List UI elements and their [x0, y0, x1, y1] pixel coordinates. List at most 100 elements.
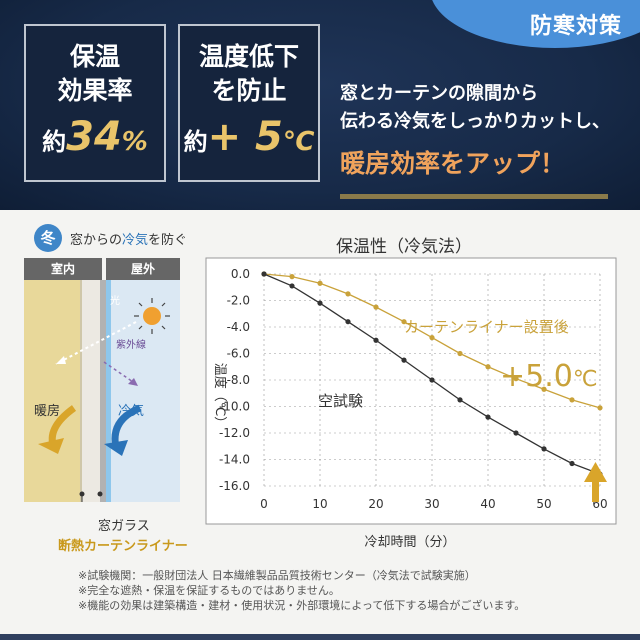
indoor-header: 室内: [24, 258, 102, 280]
y-tick-label: -10.0: [219, 400, 250, 414]
data-point: [401, 319, 407, 325]
footnote: ※完全な遮熱・保温を保証するものではありません。: [78, 584, 340, 597]
data-point: [345, 291, 351, 297]
data-point: [429, 335, 435, 341]
caption-blue: 冷気: [122, 233, 149, 248]
headline-line1: 窓とカーテンの隙間から: [340, 83, 538, 104]
data-point: [373, 304, 379, 310]
liner-pointer-dot: [79, 491, 85, 497]
badge-line1: 温度低下: [198, 42, 299, 71]
uv-ray-head: [128, 378, 138, 386]
data-point: [513, 376, 519, 382]
series-label-blank: 空試験: [318, 392, 363, 410]
y-tick-label: -8.0: [227, 373, 250, 387]
glass-layer: [100, 280, 106, 502]
sun-icon: [134, 298, 170, 334]
data-point: [289, 274, 295, 280]
bottom-rule: [0, 634, 640, 640]
y-axis-label: 温度（℃）: [212, 363, 228, 430]
badge-number: 34: [66, 114, 122, 160]
series-label-liner: カーテンライナー設置後: [404, 318, 569, 336]
season-caption: 窓からの冷気を防ぐ: [70, 229, 187, 248]
info-section: 冬 窓からの冷気を防ぐ 室内 屋外: [0, 210, 640, 640]
badge-value: 約34%: [26, 114, 164, 160]
outdoor-header: 屋外: [106, 258, 180, 280]
data-point: [569, 460, 575, 467]
cold-arrow-head: [104, 440, 128, 456]
headline-line2: 伝わる冷気をしっかりカットし、: [340, 111, 610, 132]
data-point: [513, 430, 519, 436]
y-tick-label: -4.0: [227, 320, 250, 334]
y-tick-label: -6.0: [227, 347, 250, 361]
badge-line2: 効果率: [57, 76, 133, 105]
glass-edge: [106, 280, 111, 502]
cold-air-label: 冷気: [118, 404, 145, 419]
data-point: [345, 319, 351, 325]
headline-highlight: 暖房効率をアップ！: [340, 149, 566, 178]
data-point: [317, 280, 323, 286]
indoor-zone: [24, 280, 80, 502]
footnotes: ※試験機関：一般財団法人 日本繊維製品品質技術センター（冷気法で試験実施） ※完…: [78, 568, 525, 613]
data-point: [317, 300, 323, 306]
heat-arrow-head: [38, 438, 64, 454]
season-badge: 冬: [34, 224, 62, 252]
annotation-value: +5.0: [500, 359, 573, 394]
liner-layer: [80, 280, 102, 502]
chart-title: 保温性（冷気法）: [336, 237, 472, 257]
badge-line2: を防止: [211, 76, 287, 105]
data-point: [541, 446, 547, 452]
data-point: [569, 397, 575, 403]
y-tick-label: 0.0: [231, 267, 250, 281]
x-tick-label: 0: [260, 497, 268, 511]
data-point: [261, 271, 267, 277]
insulation-rate-badge: 保温 効果率 約34%: [24, 24, 166, 182]
y-tick-label: -16.0: [219, 479, 250, 493]
x-tick-label: 30: [424, 497, 439, 511]
highlight-underline: [340, 194, 608, 199]
badge-unit: ℃: [282, 127, 315, 157]
temperature-chart: 0.0-2.0-4.0-6.0-8.0-10.0-12.0-14.0-16.0 …: [205, 257, 617, 550]
badge-prefix: 約: [183, 128, 208, 156]
glass-caption: 窓ガラス: [98, 519, 150, 534]
data-point: [541, 386, 547, 392]
y-ticks: 0.0 -2.0 -4.0 -6.0 -8.0 -10.0 -12.0 -14.0 -16.0: [219, 267, 250, 493]
footnote: ※機能の効果は建築構造・建材・使用状況・外部環境によって低下する場合がございます…: [78, 599, 526, 612]
sunlight-label: 光: [110, 296, 120, 307]
data-point: [597, 405, 603, 411]
difference-annotation: +5.0℃: [500, 359, 598, 394]
liner-caption: 断熱カーテンライナー: [58, 539, 188, 554]
hero-banner: 防寒対策 保温 効果率 約34% 温度低下 を防止 約+ 5℃ 窓とカーテンの隙…: [0, 0, 640, 210]
x-tick-label: 40: [480, 497, 495, 511]
badge-value: 約+ 5℃: [180, 114, 318, 160]
y-tick-label: -14.0: [219, 453, 250, 467]
caption-pre: 窓からの: [70, 233, 123, 248]
data-point: [485, 414, 491, 420]
uv-ray: [103, 361, 137, 385]
badge-number: + 5: [207, 114, 283, 160]
data-point: [457, 397, 463, 403]
caption-post: を防ぐ: [148, 233, 188, 248]
data-point: [429, 377, 435, 383]
data-point: [373, 337, 379, 343]
annotation-unit: ℃: [573, 367, 598, 392]
headline: 窓とカーテンの隙間から 伝わる冷気をしっかりカットし、 暖房効率をアップ！: [340, 80, 610, 199]
data-point: [401, 357, 407, 363]
badge-prefix: 約: [42, 128, 67, 156]
badge-unit: %: [121, 127, 148, 157]
x-tick-label: 20: [368, 497, 383, 511]
badge-line1: 保温: [69, 42, 120, 71]
corner-tag-label: 防寒対策: [529, 14, 622, 39]
x-tick-label: 10: [312, 497, 327, 511]
window-diagram: 室内 屋外: [24, 258, 180, 502]
data-point: [289, 283, 295, 289]
glass-pointer-dot: [97, 491, 103, 497]
data-point: [485, 364, 491, 370]
footnote: ※試験機関：一般財団法人 日本繊維製品品質技術センター（冷気法で試験実施）: [78, 569, 476, 582]
x-tick-label: 50: [536, 497, 551, 511]
uv-label: 紫外線: [116, 340, 146, 351]
outdoor-zone: [106, 280, 180, 502]
y-tick-label: -12.0: [219, 426, 250, 440]
light-ray-head: [56, 356, 66, 364]
heating-label: 暖房: [34, 404, 61, 419]
diagram-overlay: [38, 298, 170, 502]
